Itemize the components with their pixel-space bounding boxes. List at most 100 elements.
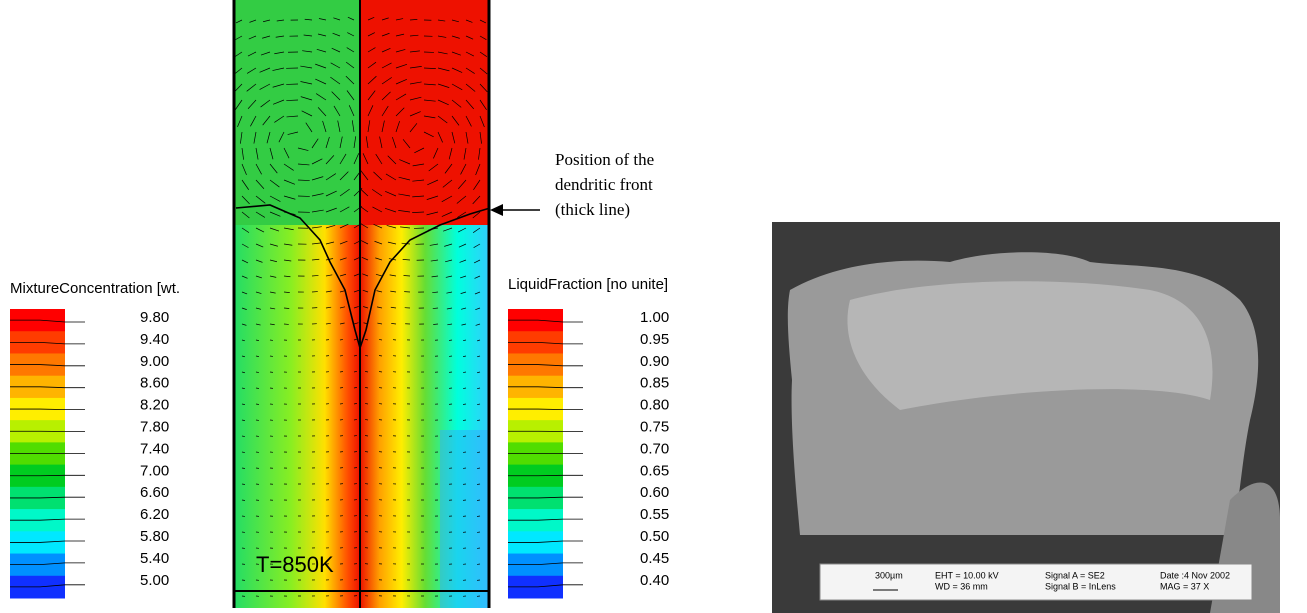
vector	[241, 403, 245, 405]
vector	[437, 131, 443, 143]
vector	[409, 50, 420, 53]
vector	[426, 195, 439, 200]
vector	[241, 195, 250, 205]
vector	[330, 62, 341, 69]
annotation: (thick line)	[555, 200, 630, 219]
legend-label: 0.70	[640, 440, 669, 457]
vector	[384, 208, 397, 213]
vector	[317, 33, 327, 37]
vector	[283, 291, 290, 293]
vector	[255, 227, 265, 233]
vector	[241, 387, 245, 390]
vector	[353, 240, 361, 245]
vector	[311, 138, 319, 149]
vector	[412, 163, 425, 167]
vector	[255, 307, 262, 310]
vector	[409, 123, 418, 133]
vector	[332, 32, 341, 37]
vector	[311, 193, 324, 197]
leader-line	[508, 408, 583, 411]
vector	[283, 227, 294, 231]
vector	[325, 190, 337, 197]
vector	[269, 163, 278, 174]
vector	[458, 243, 467, 248]
vector	[325, 241, 335, 245]
legend-title: MixtureConcentration [wt.	[10, 280, 180, 297]
vector	[423, 131, 434, 138]
vector	[389, 274, 397, 277]
vector	[381, 17, 389, 21]
vector	[348, 105, 355, 117]
vector	[325, 274, 333, 277]
annotation: dendritic front	[555, 175, 653, 194]
vector	[409, 66, 422, 69]
legend-label: 9.80	[140, 309, 169, 326]
vector	[269, 307, 276, 310]
vector	[322, 120, 327, 133]
legend-label: 0.55	[640, 506, 669, 523]
vector	[255, 211, 266, 218]
vector	[423, 83, 436, 86]
vector	[433, 147, 439, 159]
vector	[255, 355, 259, 357]
legend-label: 9.00	[140, 353, 169, 370]
vector	[381, 48, 391, 53]
vector	[237, 115, 243, 128]
legend-label: 0.65	[640, 462, 669, 479]
vector	[391, 323, 397, 325]
legend-label: 9.40	[140, 331, 169, 348]
vector	[241, 179, 250, 190]
vector	[246, 83, 257, 92]
vector	[477, 419, 481, 421]
vector	[451, 115, 460, 126]
vector	[276, 19, 285, 22]
vector	[395, 107, 405, 117]
vector	[451, 51, 461, 56]
vector	[325, 173, 337, 181]
vector	[399, 159, 411, 165]
vector	[325, 155, 335, 165]
vector	[274, 51, 285, 55]
vector	[362, 153, 369, 165]
vector	[388, 258, 397, 261]
vector	[444, 243, 453, 247]
legend-label: 0.50	[640, 528, 669, 545]
vector	[247, 51, 257, 57]
legend-label: 5.00	[140, 572, 169, 589]
vector	[325, 136, 330, 149]
leader-line	[10, 319, 85, 323]
vector	[365, 136, 369, 149]
vector	[339, 371, 344, 373]
vector	[311, 242, 321, 245]
info-bar	[819, 563, 1253, 601]
vector	[365, 371, 369, 373]
vector	[353, 354, 357, 357]
vector	[372, 189, 383, 197]
vector	[412, 195, 425, 198]
vector	[462, 403, 467, 405]
vector	[331, 47, 341, 53]
vector	[437, 19, 446, 22]
vector	[409, 111, 421, 117]
vector	[364, 435, 369, 437]
vector	[325, 258, 334, 261]
vector	[365, 387, 369, 389]
velocity-vectors	[234, 16, 488, 597]
vector	[465, 51, 475, 57]
vector	[395, 120, 400, 133]
vector	[472, 211, 481, 219]
vector	[473, 179, 481, 191]
vector	[347, 32, 355, 37]
vector	[429, 243, 439, 246]
vector	[362, 273, 369, 277]
vector	[412, 179, 425, 182]
vector	[457, 211, 467, 218]
vector	[255, 147, 259, 160]
legend-label: 0.40	[640, 572, 669, 589]
vector	[375, 153, 383, 165]
vector	[353, 256, 361, 261]
vector	[400, 226, 411, 229]
legend-label: 0.90	[640, 353, 669, 370]
vector	[460, 275, 467, 279]
